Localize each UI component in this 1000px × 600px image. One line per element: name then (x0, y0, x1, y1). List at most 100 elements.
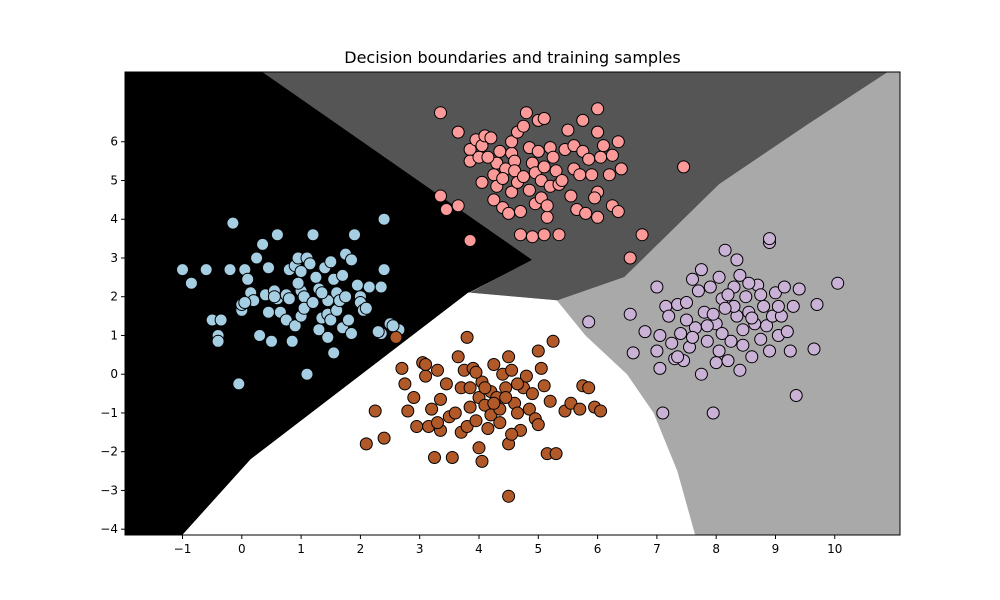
x-tick-label: 10 (827, 542, 842, 556)
sample-point (537, 112, 551, 125)
training-samples (176, 102, 845, 503)
sample-point (594, 404, 608, 418)
sample-point (460, 330, 474, 344)
sample-point (653, 329, 667, 342)
sample-point (250, 251, 264, 265)
sample-point (525, 230, 539, 244)
sample-point (270, 228, 284, 242)
sample-point (564, 189, 578, 203)
sample-point (377, 431, 391, 445)
x-axis: −1 0 1 2 3 4 5 6 7 8 9 10 (174, 535, 842, 556)
sample-point (582, 381, 596, 395)
sample-point (232, 377, 246, 391)
sample-point (300, 367, 314, 381)
sample-point (721, 354, 735, 368)
sample-point (635, 228, 649, 242)
y-tick-label: 3 (110, 251, 118, 265)
sample-point (339, 290, 353, 304)
plot-frame (124, 71, 901, 536)
sample-point (238, 296, 252, 309)
sample-point (549, 164, 563, 178)
sample-point (537, 379, 551, 393)
sample-point (686, 330, 699, 344)
sample-point (680, 313, 693, 327)
sample-point (262, 305, 275, 319)
sample-point (505, 135, 519, 149)
sample-point (534, 361, 548, 375)
sample-point (579, 206, 593, 220)
sample-point (502, 350, 516, 364)
sample-point (543, 394, 557, 408)
sample-point (537, 160, 551, 174)
y-tick-label: −3 (100, 483, 118, 497)
sample-point (591, 210, 605, 224)
x-tick-label: 8 (712, 542, 720, 556)
y-tick-label: 2 (110, 290, 118, 304)
sample-point (700, 319, 714, 333)
sample-point (517, 119, 530, 133)
sample-point (451, 125, 465, 139)
sample-point (522, 402, 536, 416)
sample-point (638, 325, 652, 339)
sample-point (519, 369, 533, 383)
chart-title: Decision boundaries and training samples (344, 48, 680, 67)
sample-point (677, 160, 691, 174)
sample-point (582, 315, 596, 329)
sample-point (439, 203, 453, 216)
sample-point (594, 150, 608, 164)
sample-point (401, 404, 415, 418)
sample-point (671, 350, 685, 364)
sample-point (475, 454, 489, 468)
x-tick-label: 5 (534, 542, 542, 556)
sample-point (451, 199, 465, 213)
sample-point (434, 189, 447, 203)
x-tick-label: 7 (653, 542, 661, 556)
sample-point (262, 261, 275, 275)
sample-point (573, 402, 587, 416)
sample-point (410, 420, 424, 433)
sample-point (487, 193, 501, 207)
sample-point (223, 263, 237, 277)
sample-point (265, 334, 278, 348)
sample-point (451, 350, 465, 364)
sample-point (431, 416, 444, 430)
sample-point (484, 131, 498, 145)
sample-point (434, 392, 447, 406)
sample-point (573, 168, 587, 182)
sample-point (763, 344, 776, 358)
sample-point (419, 358, 433, 371)
sample-point (760, 319, 774, 333)
sample-point (611, 205, 625, 218)
sample-point (531, 344, 545, 358)
sample-point (348, 228, 361, 242)
sample-point (742, 276, 756, 290)
sample-point (623, 251, 637, 265)
sample-point (511, 406, 524, 420)
sample-point (807, 342, 821, 356)
sample-point (588, 191, 602, 205)
y-tick-label: 6 (110, 135, 118, 149)
sample-point (407, 391, 421, 404)
sample-point (294, 265, 308, 278)
sample-point (469, 365, 483, 379)
sample-point (653, 361, 667, 375)
sample-point (291, 276, 305, 290)
sample-point (303, 257, 317, 271)
sample-point (487, 396, 501, 410)
sample-point (718, 243, 732, 257)
sample-point (505, 363, 519, 377)
sample-point (472, 441, 486, 455)
y-tick-label: 1 (110, 328, 118, 342)
sample-point (478, 381, 492, 395)
sample-point (519, 106, 533, 120)
sample-point (730, 253, 744, 267)
sample-point (439, 377, 453, 391)
sample-point (496, 172, 510, 185)
sample-point (514, 228, 527, 242)
sample-point (718, 301, 732, 315)
sample-point (591, 102, 605, 116)
sample-point (700, 334, 714, 348)
sample-point (623, 307, 637, 321)
sample-point (754, 288, 768, 302)
sample-point (505, 185, 519, 199)
